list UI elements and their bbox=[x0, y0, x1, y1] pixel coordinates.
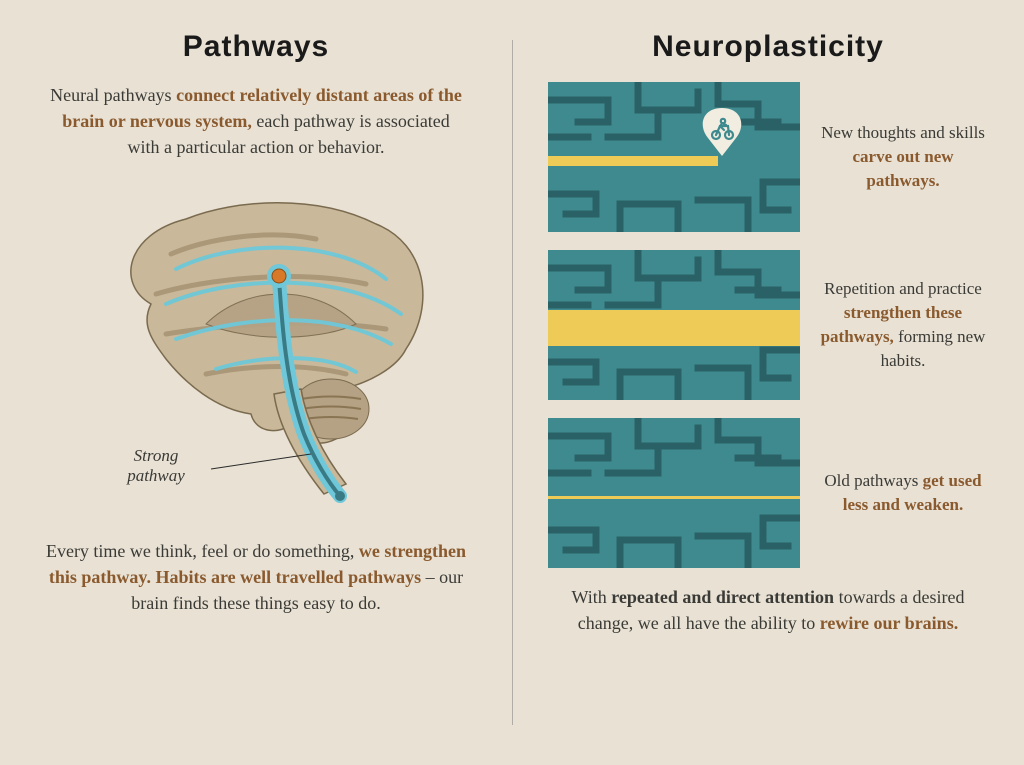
outro-bold-2: rewire our brains. bbox=[820, 613, 959, 633]
panel-row: Repetition and practice strengthen these… bbox=[548, 250, 988, 400]
left-bottom: Every time we think, feel or do somethin… bbox=[36, 538, 476, 616]
strong-pathway-label: Strong pathway bbox=[111, 446, 201, 485]
right-outro: With repeated and direct attention towar… bbox=[558, 584, 978, 636]
circuit-panel-icon bbox=[548, 418, 800, 568]
panel-row: Old pathways get used less and weaken. bbox=[548, 418, 988, 568]
bottom-text-1: Every time we think, feel or do somethin… bbox=[46, 541, 359, 561]
left-intro: Neural pathways connect relatively dista… bbox=[46, 82, 466, 160]
column-divider bbox=[512, 40, 513, 725]
outro-bold-1: repeated and direct attention bbox=[611, 587, 834, 607]
page: Pathways Neural pathways connect relativ… bbox=[0, 0, 1024, 765]
circuit-panel-icon bbox=[548, 250, 800, 400]
panel-text: New thoughts and skills carve out new pa… bbox=[818, 121, 988, 192]
panels-container: New thoughts and skills carve out new pa… bbox=[548, 82, 988, 568]
left-title: Pathways bbox=[183, 30, 329, 64]
outro-text-1: With bbox=[571, 587, 611, 607]
right-column: Neuroplasticity New thoughts and bbox=[512, 0, 1024, 765]
intro-text-1: Neural pathways bbox=[50, 85, 176, 105]
panel-text: Repetition and practice strengthen these… bbox=[818, 277, 988, 372]
panel-row: New thoughts and skills carve out new pa… bbox=[548, 82, 988, 232]
circuit-panel-icon bbox=[548, 82, 800, 232]
right-title: Neuroplasticity bbox=[652, 30, 884, 64]
panel-text: Old pathways get used less and weaken. bbox=[818, 469, 988, 517]
left-column: Pathways Neural pathways connect relativ… bbox=[0, 0, 512, 765]
brain-diagram: Strong pathway bbox=[56, 184, 456, 514]
